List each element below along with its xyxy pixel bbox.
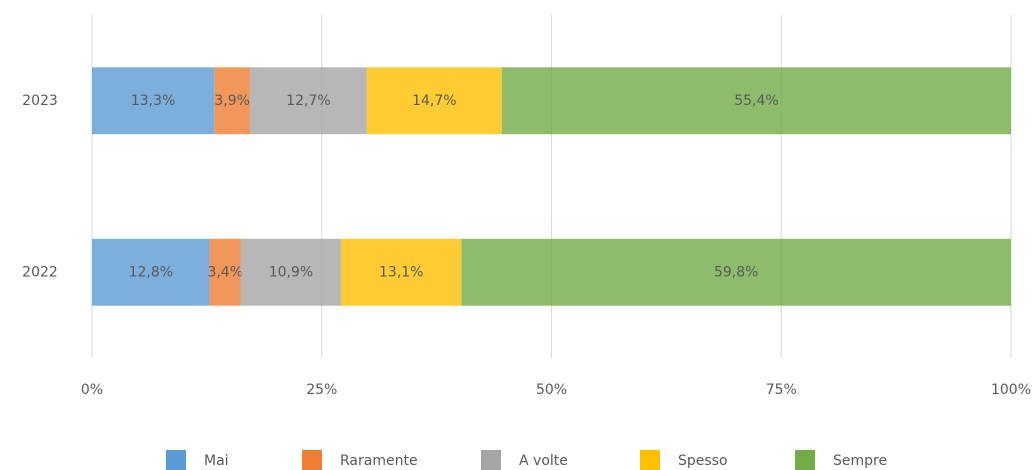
- legend-label: Mai: [204, 453, 229, 469]
- legend-swatch: [640, 450, 660, 470]
- x-tick-label: 25%: [306, 382, 337, 398]
- legend-swatch: [795, 450, 815, 470]
- y-tick-label: 2023: [22, 93, 58, 109]
- x-tick-label: 100%: [991, 382, 1031, 398]
- data-label: 13,1%: [379, 264, 423, 280]
- data-label: 12,7%: [286, 93, 330, 109]
- bar-segment: [214, 67, 251, 135]
- legend-swatch: [166, 450, 186, 470]
- bar-segment: [501, 67, 1011, 135]
- legend-swatch: [481, 450, 501, 470]
- bar-segment: [366, 67, 502, 135]
- data-label: 13,3%: [131, 93, 175, 109]
- legend-label: Spesso: [678, 453, 728, 469]
- data-label: 3,9%: [214, 93, 250, 109]
- x-tick-label: 75%: [766, 382, 797, 398]
- bar-segment: [461, 238, 1011, 306]
- data-label: 10,9%: [269, 264, 313, 280]
- bar-segment: [92, 238, 210, 306]
- data-label: 55,4%: [734, 93, 778, 109]
- legend-label: A volte: [519, 453, 568, 469]
- legend-label: Raramente: [340, 453, 418, 469]
- data-label: 59,8%: [714, 264, 758, 280]
- x-tick-label: 50%: [536, 382, 567, 398]
- y-tick-label: 2022: [22, 264, 58, 280]
- bar-segment: [250, 67, 367, 135]
- bar-segment: [92, 67, 215, 135]
- data-label: 3,4%: [207, 264, 243, 280]
- bar-segment: [209, 238, 241, 306]
- legend-swatch: [302, 450, 322, 470]
- x-tick-label: 0%: [81, 382, 103, 398]
- data-label: 14,7%: [412, 93, 456, 109]
- legend-label: Sempre: [833, 453, 887, 469]
- data-label: 12,8%: [129, 264, 173, 280]
- bar-segment: [341, 238, 462, 306]
- bar-segment: [240, 238, 342, 306]
